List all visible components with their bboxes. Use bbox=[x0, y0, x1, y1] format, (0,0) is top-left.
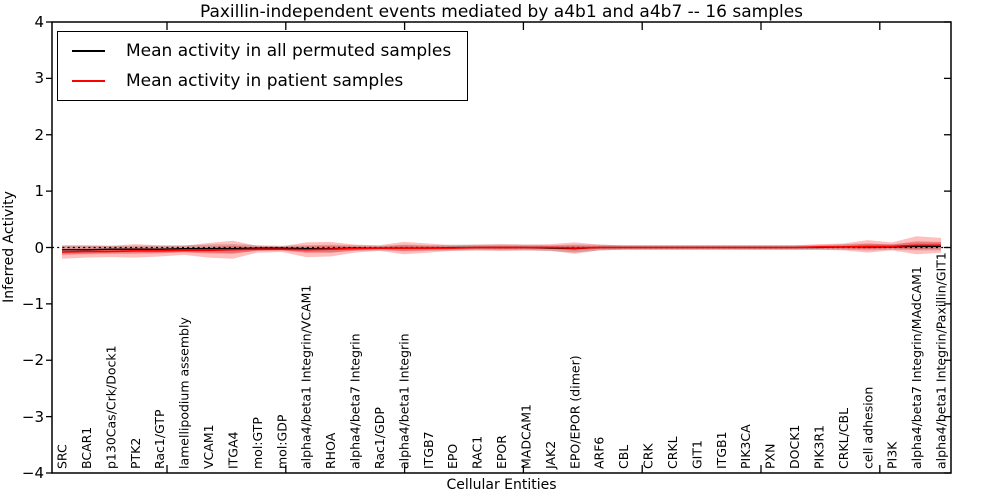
chart-title: Paxillin-independent events mediated by … bbox=[199, 2, 804, 22]
x-tick-label: MADCAM1 bbox=[518, 404, 533, 469]
x-tick-label: ITGB7 bbox=[421, 431, 436, 469]
x-tick-label: CRKL bbox=[665, 436, 680, 469]
x-tick-label: DOCK1 bbox=[787, 425, 802, 469]
legend-entry-patient: Mean activity in patient samples bbox=[72, 70, 451, 92]
y-tick-label: 4 bbox=[34, 13, 44, 31]
x-tick-label: PIK3CA bbox=[738, 424, 753, 469]
x-tick-label: CRKL/CBL bbox=[836, 408, 851, 469]
x-tick-label: CBL bbox=[616, 445, 631, 469]
x-tick-label: BCAR1 bbox=[79, 427, 94, 469]
x-tick-label: lamellipodium assembly bbox=[177, 317, 192, 469]
patient-line-swatch bbox=[72, 80, 105, 82]
x-tick-label: EPOR bbox=[494, 435, 509, 469]
series-1-line bbox=[61, 244, 941, 253]
x-tick-label: alpha4/beta1 Integrin bbox=[396, 333, 411, 469]
x-tick-label: mol:GDP bbox=[274, 414, 289, 469]
legend-entry-permuted: Mean activity in all permuted samples bbox=[72, 40, 451, 62]
x-tick-label: cell adhesion bbox=[860, 387, 875, 469]
x-tick-label: VCAM1 bbox=[201, 424, 216, 469]
y-tick-label: 3 bbox=[34, 69, 44, 88]
x-tick-label: EPO/EPOR (dimer) bbox=[567, 355, 582, 469]
x-tick-label: mol:GTP bbox=[250, 417, 265, 469]
x-tick-label: Rac1/GDP bbox=[372, 407, 387, 469]
x-tick-label: alpha4/beta1 Integrin/VCAM1 bbox=[299, 285, 314, 469]
x-tick-label: PXN bbox=[763, 444, 778, 469]
x-tick-label: ARF6 bbox=[592, 437, 607, 469]
x-tick-label: p130Cas/Crk/Dock1 bbox=[103, 345, 118, 469]
x-tick-label: PI3K bbox=[885, 441, 900, 469]
x-tick-label: alpha4/beta1 Integrin/Paxillin/GIT1 bbox=[934, 252, 949, 469]
x-tick-label: JAK2 bbox=[543, 441, 558, 470]
x-tick-label: PIK3R1 bbox=[811, 425, 826, 469]
permuted-line-swatch bbox=[72, 50, 105, 52]
x-tick-label: PTK2 bbox=[128, 438, 143, 469]
x-tick-label: RAC1 bbox=[470, 436, 485, 469]
x-axis-label: Cellular Entities bbox=[446, 477, 557, 493]
x-tick-label: Rac1/GTP bbox=[152, 409, 167, 469]
y-tick-label: −2 bbox=[21, 351, 44, 370]
x-tick-label: GIT1 bbox=[689, 440, 704, 469]
x-tick-label: CRK bbox=[641, 443, 656, 469]
x-tick-label: SRC bbox=[55, 444, 70, 469]
y-tick-label: 0 bbox=[34, 238, 44, 257]
x-tick-label: ITGB1 bbox=[714, 431, 729, 469]
legend-label-patient: Mean activity in patient samples bbox=[126, 71, 404, 91]
x-tick-label: alpha4/beta7 Integrin bbox=[348, 333, 363, 469]
y-tick-label: −3 bbox=[21, 407, 44, 426]
y-tick-label: −1 bbox=[21, 294, 44, 313]
y-tick-label: −4 bbox=[21, 464, 44, 482]
x-tick-label: RHOA bbox=[323, 432, 338, 469]
y-tick-label: 2 bbox=[34, 125, 44, 144]
x-tick-label: EPO bbox=[445, 444, 460, 469]
legend: Mean activity in all permuted samples Me… bbox=[57, 31, 469, 101]
x-tick-label: alpha4/beta7 Integrin/MAdCAM1 bbox=[909, 266, 924, 469]
y-tick-label: 1 bbox=[34, 182, 44, 201]
x-tick-label: ITGA4 bbox=[225, 431, 240, 469]
legend-label-permuted: Mean activity in all permuted samples bbox=[126, 41, 452, 61]
